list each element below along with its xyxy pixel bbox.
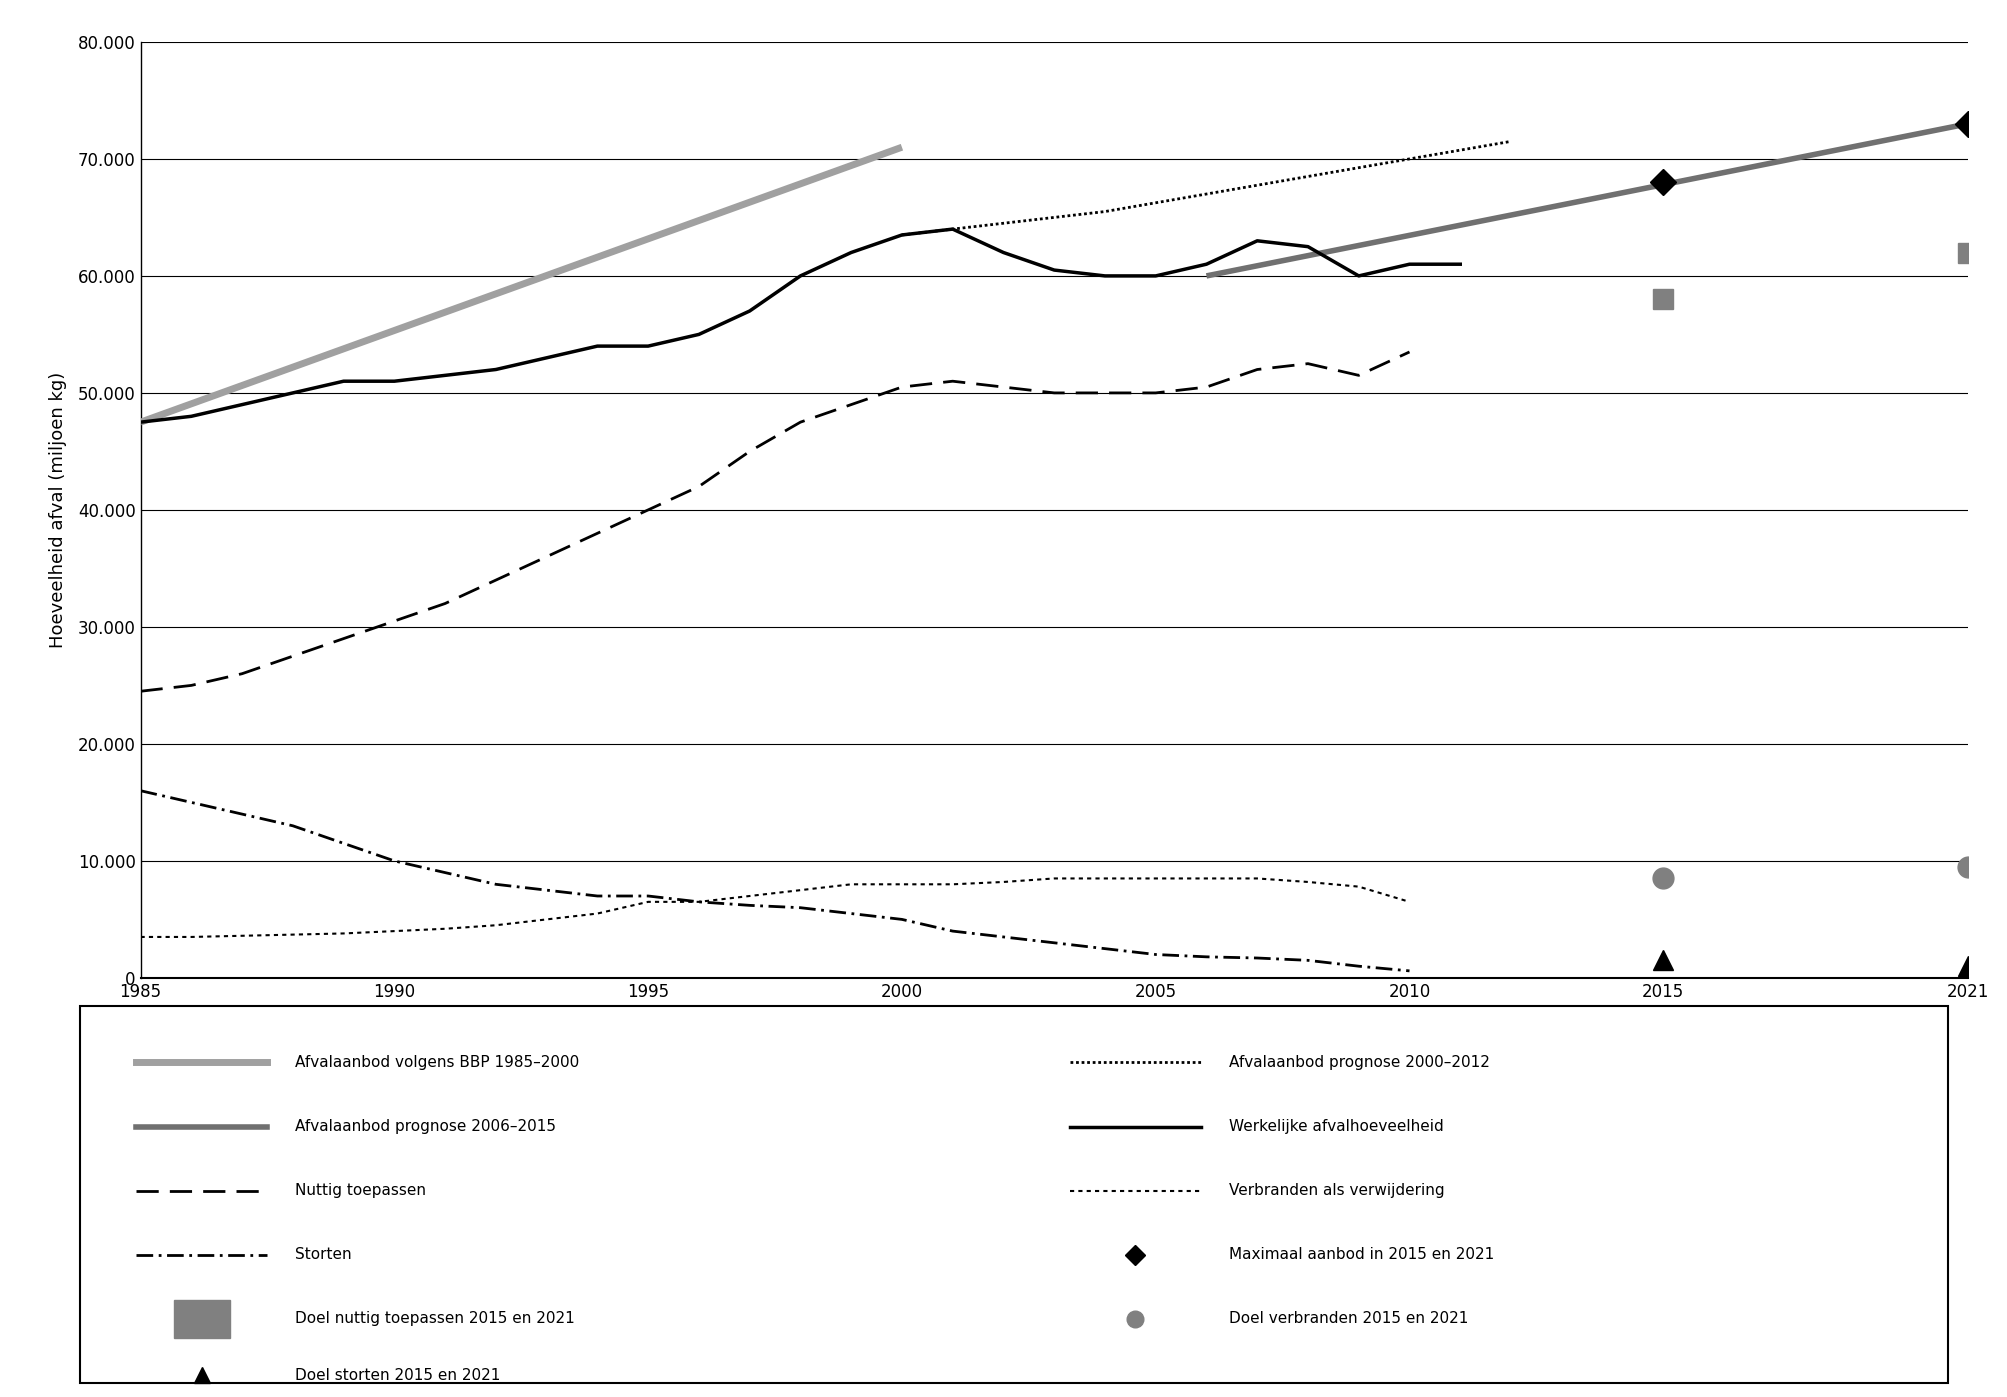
Text: Nuttig toepassen: Nuttig toepassen (295, 1183, 425, 1199)
Text: Doel nuttig toepassen 2015 en 2021: Doel nuttig toepassen 2015 en 2021 (295, 1312, 574, 1326)
Text: Afvalaanbod prognose 2000–2012: Afvalaanbod prognose 2000–2012 (1228, 1055, 1489, 1070)
Text: Doel storten 2015 en 2021: Doel storten 2015 en 2021 (295, 1368, 500, 1383)
Text: Storten: Storten (295, 1248, 351, 1263)
Text: Maximaal aanbod in 2015 en 2021: Maximaal aanbod in 2015 en 2021 (1228, 1248, 1493, 1263)
Text: Afvalaanbod volgens BBP 1985–2000: Afvalaanbod volgens BBP 1985–2000 (295, 1055, 580, 1070)
Text: Verbranden als verwijdering: Verbranden als verwijdering (1228, 1183, 1443, 1199)
Text: Werkelijke afvalhoeveelheid: Werkelijke afvalhoeveelheid (1228, 1119, 1443, 1134)
Text: Doel verbranden 2015 en 2021: Doel verbranden 2015 en 2021 (1228, 1312, 1467, 1326)
Text: Afvalaanbod prognose 2006–2015: Afvalaanbod prognose 2006–2015 (295, 1119, 556, 1134)
Y-axis label: Hoeveelheid afval (miljoen kg): Hoeveelheid afval (miljoen kg) (48, 372, 66, 648)
FancyBboxPatch shape (80, 1006, 1947, 1383)
Bar (175, 1301, 229, 1338)
